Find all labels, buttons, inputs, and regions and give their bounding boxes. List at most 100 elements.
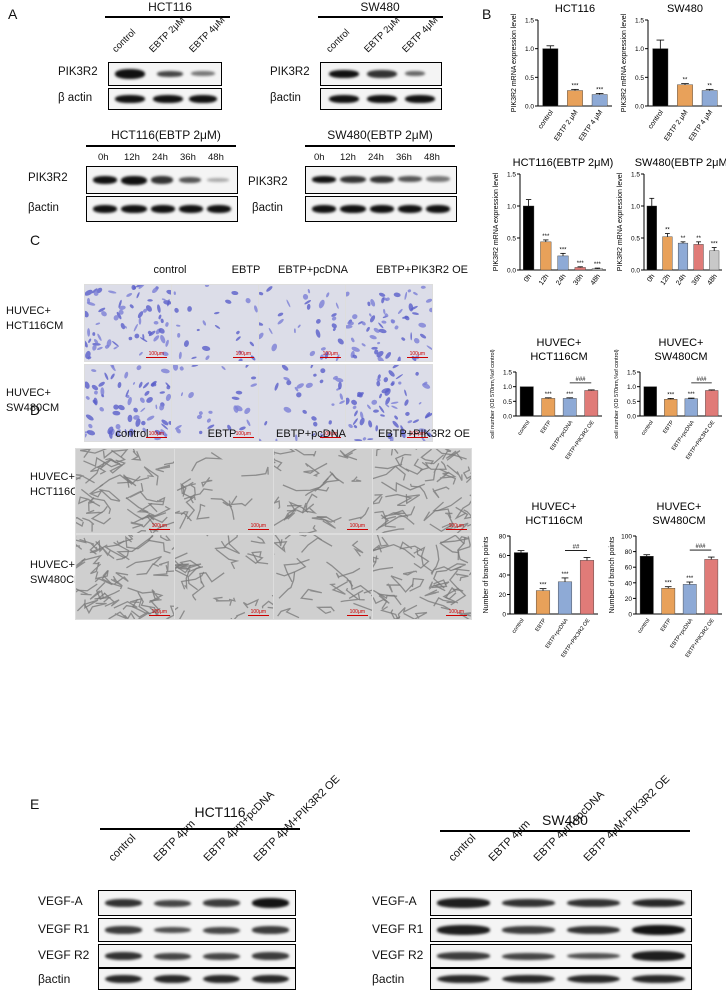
bar	[705, 390, 719, 417]
western-blot	[98, 944, 296, 968]
lane-label: 24h	[152, 152, 168, 163]
panel-label-b: B	[482, 6, 492, 22]
western-blot	[430, 944, 692, 968]
blot-row-label: PIK3R2	[248, 176, 288, 188]
bar	[684, 398, 698, 417]
micrograph: 100μm	[258, 364, 346, 442]
chart-title: HCT116	[555, 3, 595, 15]
x-tick-label: 48h	[590, 273, 602, 287]
scale-bar: 100μm	[406, 431, 428, 438]
lane-label: 12h	[340, 152, 356, 163]
significance-label: ***	[559, 247, 567, 253]
significance-label: **	[681, 236, 686, 242]
scale-bar: 100μm	[148, 523, 170, 530]
y-tick-label: 0.5	[635, 75, 644, 82]
y-tick-label: 60	[625, 565, 633, 572]
bar	[693, 244, 704, 271]
bar	[557, 581, 573, 615]
scale-bar: 100μm	[148, 609, 170, 616]
bar	[591, 268, 603, 271]
scale-bar: 100μm	[406, 351, 428, 358]
western-blot	[108, 62, 222, 86]
lane-label: 48h	[424, 152, 440, 163]
chart-title: SW480(EBTP 2μM)	[635, 157, 726, 169]
bar-chart-c2: HUVEC+ SW480CM cell number (OD 570nm,%of c…	[614, 337, 722, 461]
y-tick-label: 80	[625, 549, 633, 556]
blot-row-label: β actin	[58, 92, 93, 104]
y-tick-label: 0.5	[631, 236, 640, 243]
scale-bar: 100μm	[445, 609, 467, 616]
micrograph: 100μm	[171, 284, 259, 362]
bar-chart-d1: HUVEC+ HCT116CM Number of branch points 0 20…	[483, 501, 598, 659]
western-blot	[86, 196, 238, 222]
lane-label: EBTP 4μM	[400, 14, 441, 56]
significance-label: ***	[596, 87, 604, 93]
row-label: HUVEC+ HCT116CM	[6, 305, 64, 332]
significance-label: ***	[667, 392, 675, 398]
significance-label: **	[683, 78, 688, 84]
blot-row-label: VEGF-A	[372, 894, 417, 908]
significance-label: ***	[542, 234, 550, 240]
bar	[677, 84, 693, 107]
blot-row-label: PIK3R2	[28, 172, 68, 184]
x-tick-label: EBTP+pcDNA	[545, 617, 570, 649]
western-blot	[98, 918, 296, 942]
lane-label: 24h	[368, 152, 384, 163]
y-tick-label: 1.5	[627, 370, 636, 377]
micrograph: 100μm	[171, 364, 259, 442]
western-blot	[305, 166, 457, 194]
column-label: EBTP	[207, 428, 237, 440]
bar	[519, 386, 534, 417]
panel-a-hct-time-title: HCT116(EBTP 2μM)	[111, 128, 221, 142]
western-blot	[430, 968, 692, 990]
x-tick-label: control	[637, 618, 651, 635]
chart-title: HCT116CM	[525, 515, 582, 527]
blot-row-label: VEGF R1	[38, 922, 90, 936]
panel-a-sw-title: SW480	[360, 0, 400, 14]
y-tick-label: 1.5	[525, 18, 534, 25]
significance-label: ###	[575, 377, 586, 383]
bar	[677, 242, 689, 271]
lane-label: 0h	[314, 152, 325, 163]
bar-chart-b2: SW480 PIK3R2 mRNA expression level 0.0 0.5 1…	[621, 3, 722, 142]
y-axis-label: Number of branch points	[609, 536, 616, 613]
y-axis-label: PIK3R2 mRNA expression level	[493, 172, 500, 271]
western-blot	[108, 88, 222, 110]
blot-row-label: VEGF R2	[372, 948, 424, 962]
bar	[652, 48, 669, 107]
blot-row-label: PIK3R2	[58, 66, 98, 78]
blot-row-label: βactin	[252, 202, 283, 214]
blot-row-label: βactin	[372, 972, 405, 986]
y-tick-label: 60	[499, 553, 507, 560]
row-label: HUVEC+ HCT116CM	[30, 471, 88, 498]
chart-title: SW480CM	[654, 351, 707, 363]
significance-label: ***	[688, 392, 696, 398]
scale-bar: 100μm	[232, 431, 254, 438]
bar	[682, 584, 697, 615]
y-axis-label: cell number (OD 570nm,%of control)	[614, 349, 620, 438]
x-tick-label: control	[537, 109, 555, 131]
y-tick-label: 1.5	[635, 18, 644, 25]
panel-label-e: E	[30, 796, 40, 812]
bar	[535, 590, 551, 615]
y-tick-label: 0.5	[525, 75, 534, 82]
y-tick-label: 0.5	[507, 236, 516, 243]
lane-label: 36h	[396, 152, 412, 163]
bar	[639, 556, 654, 615]
y-axis-label: PIK3R2 mRNA expression level	[511, 13, 518, 112]
bar	[579, 560, 595, 615]
bar	[540, 241, 552, 271]
bar	[643, 386, 657, 417]
column-label: EBTP+pcDNA	[278, 264, 348, 276]
scale-bar: 100μm	[247, 609, 269, 616]
micrograph: 100μm	[345, 284, 433, 362]
panel-e-hct-title: HCT116	[194, 804, 246, 820]
scale-bar: 100μm	[247, 523, 269, 530]
significance-label: **	[696, 236, 701, 242]
lane-label: 36h	[180, 152, 196, 163]
chart-title: SW480	[667, 3, 703, 15]
x-tick-label: EBTP 2 μM	[663, 109, 689, 142]
x-tick-label: control	[647, 109, 665, 131]
chart-title: HUVEC+	[657, 501, 702, 513]
column-label: EBTP+PIK3R2 OE	[377, 428, 470, 440]
